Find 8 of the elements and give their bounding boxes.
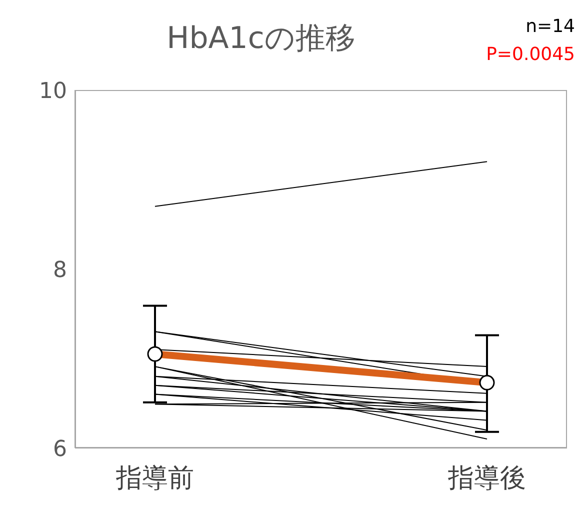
text: P=0.0045: [486, 44, 575, 65]
x-tick-label: 指導前: [115, 463, 194, 494]
x-tick-label: 指導後: [447, 463, 526, 494]
text: n=14: [526, 16, 575, 37]
chart-title: HbA1cの推移: [166, 20, 356, 58]
y-tick-label: 8: [53, 258, 67, 283]
y-tick-label: 6: [53, 436, 67, 462]
y-tick-label: 10: [39, 78, 67, 104]
